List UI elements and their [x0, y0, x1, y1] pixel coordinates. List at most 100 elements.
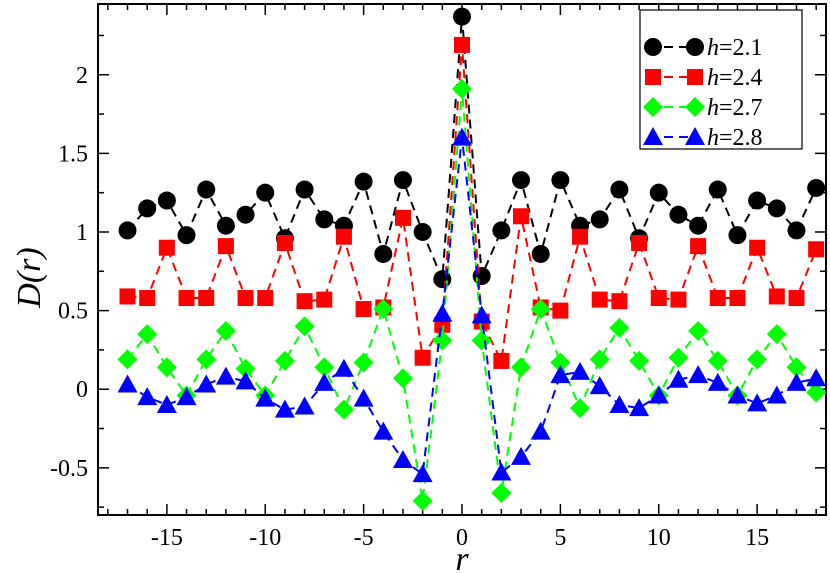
- data-point: [766, 385, 787, 404]
- data-point: [198, 290, 215, 307]
- data-point: [117, 374, 138, 393]
- data-point: [355, 301, 372, 318]
- data-point: [766, 324, 787, 345]
- data-point: [530, 421, 551, 440]
- data-point: [707, 372, 728, 391]
- data-point: [294, 316, 315, 337]
- data-point: [670, 291, 687, 308]
- data-point: [137, 324, 158, 345]
- data-point: [257, 290, 274, 307]
- legend-marker: [686, 38, 704, 56]
- data-point: [413, 222, 432, 241]
- data-point: [471, 305, 492, 324]
- data-point: [806, 368, 827, 387]
- legend-label-value: =2.8: [719, 125, 763, 151]
- data-point: [373, 299, 394, 320]
- y-tick-label: 0.5: [58, 299, 88, 325]
- data-point: [512, 171, 531, 190]
- data-point: [629, 398, 650, 417]
- data-point: [669, 205, 688, 224]
- data-point: [276, 234, 293, 251]
- legend-label: h=2.8: [707, 125, 763, 151]
- data-point: [531, 244, 550, 263]
- legend-marker: [685, 97, 705, 117]
- data-point: [353, 352, 374, 373]
- legend-label-param: h: [707, 125, 719, 151]
- legend-item: h=2.8: [643, 125, 763, 151]
- data-point: [768, 288, 785, 305]
- data-point: [807, 178, 826, 197]
- data-point: [550, 365, 571, 384]
- data-point: [237, 290, 254, 307]
- data-point: [787, 221, 806, 240]
- data-point: [747, 393, 768, 412]
- data-point: [353, 388, 374, 407]
- legend-label-value: =2.4: [719, 65, 763, 91]
- data-point: [590, 210, 609, 229]
- data-point: [550, 352, 571, 373]
- data-point: [235, 358, 256, 379]
- data-point: [158, 239, 175, 256]
- data-point: [412, 464, 433, 483]
- data-point: [788, 290, 805, 307]
- data-point: [708, 180, 727, 199]
- data-point: [236, 205, 255, 224]
- x-tick-label: 15: [745, 525, 769, 551]
- data-point: [511, 357, 532, 378]
- data-point: [589, 349, 610, 370]
- data-point: [177, 226, 196, 245]
- legend-box: [639, 9, 803, 150]
- legend-label-param: h: [707, 65, 719, 91]
- data-point: [137, 387, 158, 406]
- legend-item: h=2.4: [645, 65, 763, 91]
- data-point: [119, 288, 136, 305]
- data-point: [452, 78, 472, 99]
- data-point: [690, 238, 707, 255]
- legend: h=2.1h=2.4h=2.7h=2.8: [639, 9, 803, 151]
- legend-label: h=2.4: [707, 65, 763, 91]
- data-point: [178, 290, 195, 307]
- data-point: [333, 358, 354, 377]
- x-tick-label: 0: [456, 525, 468, 551]
- data-point: [217, 238, 234, 255]
- data-point: [414, 349, 431, 366]
- data-point: [433, 270, 452, 289]
- y-tick-label: 1.5: [58, 141, 88, 167]
- data-point: [649, 183, 668, 202]
- data-point: [570, 398, 591, 419]
- data-point: [274, 350, 295, 371]
- legend-marker: [643, 127, 663, 145]
- data-point: [727, 385, 748, 404]
- data-point: [118, 221, 137, 240]
- data-point: [156, 394, 177, 413]
- data-point: [197, 180, 216, 199]
- data-point: [570, 361, 591, 380]
- data-point: [333, 399, 354, 420]
- data-point: [256, 183, 275, 202]
- data-point: [806, 382, 827, 403]
- data-point: [274, 399, 295, 418]
- data-point: [216, 216, 235, 235]
- data-point: [709, 290, 726, 307]
- data-point: [551, 171, 570, 190]
- x-axis-label: r: [455, 541, 469, 573]
- data-point: [572, 228, 589, 245]
- data-point: [432, 330, 453, 351]
- legend-label-param: h: [707, 95, 719, 121]
- series-layer: [117, 7, 827, 511]
- data-point: [491, 462, 512, 481]
- data-point: [374, 244, 393, 263]
- data-point: [589, 376, 610, 395]
- data-point: [688, 365, 709, 384]
- data-point: [294, 396, 315, 415]
- data-point: [454, 36, 470, 53]
- y-axis-label: D(r): [11, 247, 48, 308]
- data-point: [749, 239, 766, 256]
- legend-marker: [643, 97, 663, 117]
- data-point: [392, 449, 413, 468]
- data-point: [453, 7, 471, 26]
- tick-labels: -15 -10 -5 0 5 10 15 -0.5 0 0.5 1 1.5 2: [50, 63, 769, 551]
- data-point: [786, 357, 807, 378]
- data-point: [609, 394, 630, 413]
